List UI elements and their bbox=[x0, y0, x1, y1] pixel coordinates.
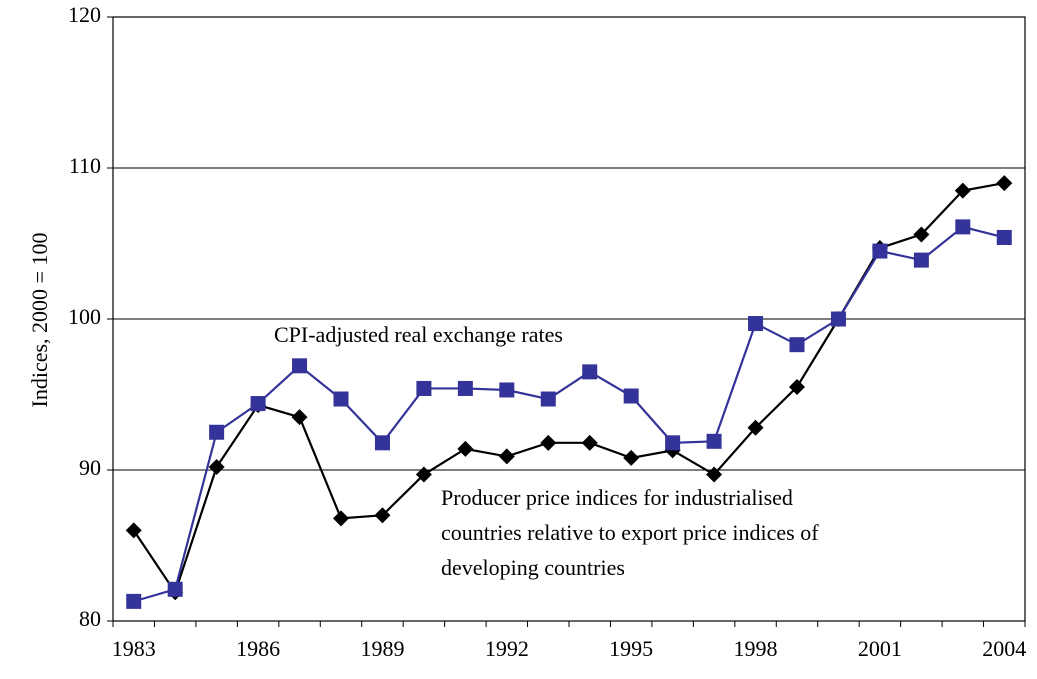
marker bbox=[706, 433, 722, 449]
marker bbox=[954, 182, 971, 199]
marker bbox=[955, 219, 971, 235]
annotation: developing countries bbox=[441, 555, 625, 580]
marker bbox=[167, 581, 183, 597]
marker bbox=[125, 522, 142, 539]
marker bbox=[748, 316, 764, 332]
marker bbox=[292, 358, 308, 374]
marker bbox=[913, 252, 929, 268]
marker bbox=[996, 175, 1013, 192]
x-tick-label: 1995 bbox=[609, 636, 653, 661]
marker bbox=[540, 434, 557, 451]
marker bbox=[789, 378, 805, 395]
series-line bbox=[133, 225, 1005, 603]
x-tick-label: 1989 bbox=[360, 636, 404, 661]
marker bbox=[623, 449, 640, 466]
x-tick-label: 2001 bbox=[858, 636, 902, 661]
x-tick-label: 1998 bbox=[734, 636, 778, 661]
marker bbox=[291, 409, 308, 426]
x-tick-label: 2004 bbox=[982, 636, 1026, 661]
marker bbox=[830, 311, 846, 327]
marker bbox=[540, 391, 556, 407]
marker bbox=[789, 337, 805, 353]
x-tick-label: 1983 bbox=[112, 636, 156, 661]
marker bbox=[250, 396, 266, 412]
y-tick-label: 90 bbox=[79, 455, 101, 480]
marker bbox=[706, 466, 723, 483]
marker bbox=[872, 243, 888, 259]
marker bbox=[209, 424, 225, 440]
marker bbox=[374, 507, 391, 524]
marker bbox=[208, 458, 225, 475]
marker bbox=[333, 510, 349, 527]
y-axis-label: Indices, 2000 = 100 bbox=[27, 233, 52, 408]
annotation: CPI-adjusted real exchange rates bbox=[274, 322, 563, 347]
annotation: Producer price indices for industrialise… bbox=[441, 485, 793, 510]
marker bbox=[416, 380, 432, 396]
marker bbox=[623, 388, 639, 404]
marker bbox=[665, 435, 681, 451]
x-tick-label: 1986 bbox=[236, 636, 280, 661]
marker bbox=[747, 419, 764, 436]
marker bbox=[415, 466, 432, 483]
y-tick-label: 110 bbox=[69, 153, 101, 178]
marker bbox=[457, 440, 474, 457]
marker bbox=[499, 382, 515, 398]
marker bbox=[374, 435, 390, 451]
marker bbox=[913, 226, 930, 243]
marker bbox=[126, 593, 142, 609]
y-tick-label: 100 bbox=[68, 304, 101, 329]
y-tick-label: 80 bbox=[79, 606, 101, 631]
x-tick-label: 1992 bbox=[485, 636, 529, 661]
annotation: countries relative to export price indic… bbox=[441, 520, 819, 545]
marker bbox=[498, 448, 515, 465]
marker bbox=[457, 380, 473, 396]
marker bbox=[582, 364, 598, 380]
y-tick-label: 120 bbox=[68, 2, 101, 27]
marker bbox=[333, 391, 349, 407]
marker bbox=[581, 434, 598, 451]
marker bbox=[996, 229, 1012, 245]
